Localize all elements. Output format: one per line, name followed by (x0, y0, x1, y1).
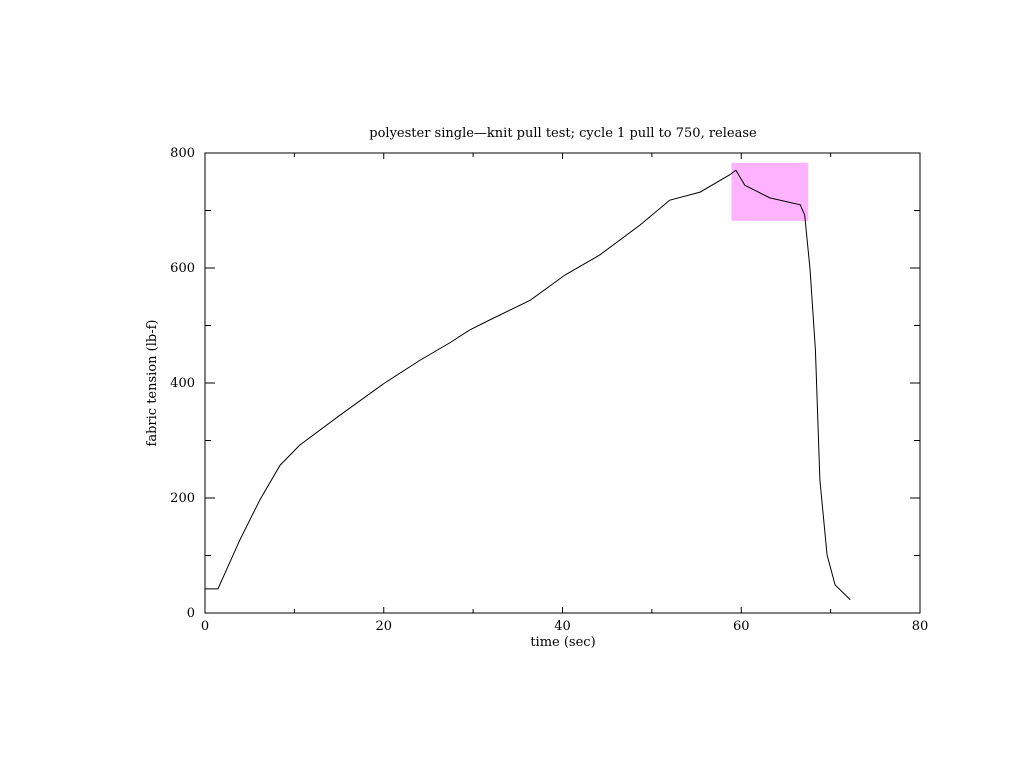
x-tick-label: 80 (912, 619, 929, 634)
x-tick-label: 60 (733, 619, 750, 634)
plot-frame (204, 152, 921, 614)
y-axis-label: fabric tension (lb-f) (145, 320, 160, 447)
y-tick-label: 0 (187, 606, 195, 621)
chart-title: polyester single—knit pull test; cycle 1… (369, 126, 757, 141)
y-tick-label: 600 (170, 261, 195, 276)
y-tick-label: 400 (170, 376, 195, 391)
x-tick-label: 20 (375, 619, 392, 634)
y-tick-label: 200 (170, 491, 195, 506)
y-tick-label: 800 (170, 146, 195, 161)
data-line (205, 169, 851, 601)
x-axis-label: time (sec) (530, 635, 595, 650)
x-tick-label: 0 (201, 619, 209, 634)
x-tick-label: 40 (554, 619, 571, 634)
highlight-region (731, 162, 809, 221)
